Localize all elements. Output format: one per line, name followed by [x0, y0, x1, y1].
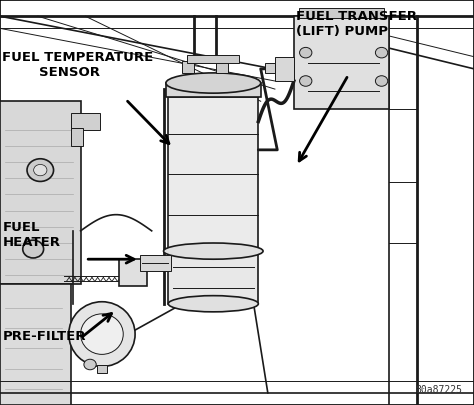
Bar	[168, 251, 258, 304]
Circle shape	[300, 47, 312, 58]
Bar	[216, 61, 228, 73]
Bar	[97, 364, 107, 373]
Circle shape	[375, 76, 388, 86]
Ellipse shape	[69, 302, 135, 367]
Circle shape	[300, 76, 312, 86]
Circle shape	[375, 47, 388, 58]
Bar	[299, 8, 384, 18]
Bar	[71, 128, 83, 146]
Bar	[294, 16, 389, 109]
Circle shape	[27, 159, 54, 181]
Ellipse shape	[168, 296, 258, 312]
Bar	[118, 259, 147, 286]
Bar	[168, 97, 258, 251]
Bar	[275, 57, 294, 81]
Text: FUEL TEMPERATURE
        SENSOR: FUEL TEMPERATURE SENSOR	[2, 51, 154, 79]
Ellipse shape	[81, 314, 123, 354]
Ellipse shape	[166, 73, 261, 93]
Circle shape	[23, 240, 44, 258]
Bar	[0, 101, 81, 284]
Text: 80a87225: 80a87225	[415, 385, 462, 395]
Bar	[71, 113, 100, 130]
Circle shape	[84, 359, 96, 370]
Bar	[265, 63, 275, 73]
Bar	[140, 255, 171, 271]
Bar	[182, 61, 194, 73]
Circle shape	[34, 164, 47, 176]
Text: FUEL
HEATER: FUEL HEATER	[2, 221, 60, 249]
Text: FUEL TRANSFER
(LIFT) PUMP: FUEL TRANSFER (LIFT) PUMP	[296, 10, 417, 38]
Text: PRE-FILTER: PRE-FILTER	[2, 330, 86, 343]
Bar	[0, 284, 71, 405]
Ellipse shape	[164, 243, 263, 259]
Bar	[187, 55, 239, 63]
Bar	[166, 83, 261, 97]
